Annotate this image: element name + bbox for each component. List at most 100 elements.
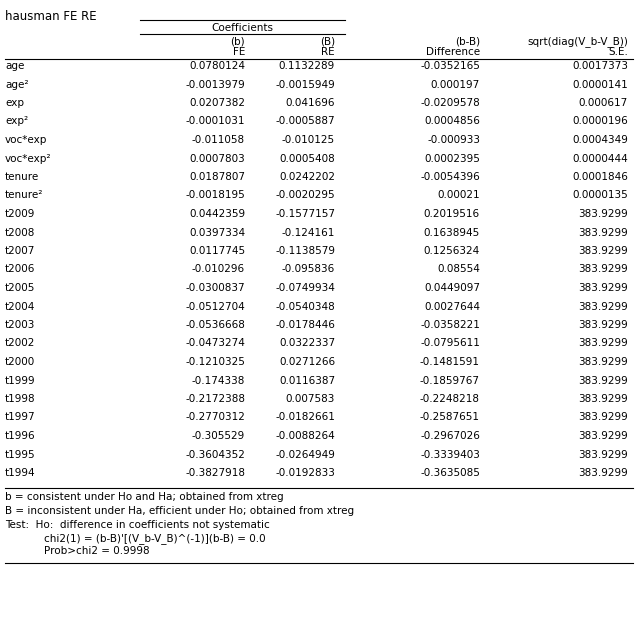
- Text: 383.9299: 383.9299: [578, 394, 628, 404]
- Text: -0.0795611: -0.0795611: [420, 338, 480, 348]
- Text: -0.174338: -0.174338: [191, 376, 245, 386]
- Text: -0.2770312: -0.2770312: [185, 412, 245, 422]
- Text: 383.9299: 383.9299: [578, 301, 628, 311]
- Text: -0.0005887: -0.0005887: [276, 117, 335, 127]
- Text: voc*exp: voc*exp: [5, 135, 47, 145]
- Text: exp: exp: [5, 98, 24, 108]
- Text: 0.0780124: 0.0780124: [189, 61, 245, 71]
- Text: -0.1859767: -0.1859767: [420, 376, 480, 386]
- Text: 0.0242202: 0.0242202: [279, 172, 335, 182]
- Text: Prob>chi2 = 0.9998: Prob>chi2 = 0.9998: [5, 547, 150, 557]
- Text: t1996: t1996: [5, 431, 36, 441]
- Text: 0.0000135: 0.0000135: [572, 190, 628, 200]
- Text: exp²: exp²: [5, 117, 28, 127]
- Text: 0.007583: 0.007583: [286, 394, 335, 404]
- Text: 0.1132289: 0.1132289: [279, 61, 335, 71]
- Text: 383.9299: 383.9299: [578, 228, 628, 238]
- Text: 383.9299: 383.9299: [578, 468, 628, 478]
- Text: b = consistent under Ho and Ha; obtained from xtreg: b = consistent under Ho and Ha; obtained…: [5, 492, 284, 502]
- Text: (B): (B): [320, 36, 335, 46]
- Text: 383.9299: 383.9299: [578, 265, 628, 275]
- Text: -0.3635085: -0.3635085: [420, 468, 480, 478]
- Text: -0.0018195: -0.0018195: [185, 190, 245, 200]
- Text: -0.1210325: -0.1210325: [185, 357, 245, 367]
- Text: 0.0000444: 0.0000444: [572, 154, 628, 163]
- Text: 383.9299: 383.9299: [578, 320, 628, 330]
- Text: tenure²: tenure²: [5, 190, 43, 200]
- Text: hausman FE RE: hausman FE RE: [5, 10, 96, 23]
- Text: 0.0000141: 0.0000141: [572, 79, 628, 89]
- Text: 0.00021: 0.00021: [438, 190, 480, 200]
- Text: RE: RE: [322, 47, 335, 57]
- Text: -0.0209578: -0.0209578: [420, 98, 480, 108]
- Text: Test:  Ho:  difference in coefficients not systematic: Test: Ho: difference in coefficients not…: [5, 520, 270, 530]
- Text: -0.2587651: -0.2587651: [420, 412, 480, 422]
- Text: -0.010125: -0.010125: [282, 135, 335, 145]
- Text: 0.2019516: 0.2019516: [424, 209, 480, 219]
- Text: FE: FE: [233, 47, 245, 57]
- Text: t1995: t1995: [5, 449, 36, 459]
- Text: 0.0005408: 0.0005408: [279, 154, 335, 163]
- Text: -0.0015949: -0.0015949: [275, 79, 335, 89]
- Text: 0.0271266: 0.0271266: [279, 357, 335, 367]
- Text: 0.1256324: 0.1256324: [424, 246, 480, 256]
- Text: 383.9299: 383.9299: [578, 209, 628, 219]
- Text: -0.1577157: -0.1577157: [275, 209, 335, 219]
- Text: 0.000617: 0.000617: [579, 98, 628, 108]
- Text: 0.041696: 0.041696: [285, 98, 335, 108]
- Text: t2007: t2007: [5, 246, 35, 256]
- Text: 0.0449097: 0.0449097: [424, 283, 480, 293]
- Text: chi2(1) = (b-B)'[(V_b-V_B)^(-1)](b-B) = 0.0: chi2(1) = (b-B)'[(V_b-V_B)^(-1)](b-B) = …: [5, 533, 265, 544]
- Text: 0.0002395: 0.0002395: [424, 154, 480, 163]
- Text: -0.0001031: -0.0001031: [186, 117, 245, 127]
- Text: 0.0001846: 0.0001846: [572, 172, 628, 182]
- Text: -0.095836: -0.095836: [282, 265, 335, 275]
- Text: 0.0322337: 0.0322337: [279, 338, 335, 348]
- Text: -0.0512704: -0.0512704: [185, 301, 245, 311]
- Text: 0.0442359: 0.0442359: [189, 209, 245, 219]
- Text: 0.08554: 0.08554: [437, 265, 480, 275]
- Text: -0.0540348: -0.0540348: [275, 301, 335, 311]
- Text: 383.9299: 383.9299: [578, 357, 628, 367]
- Text: S.E.: S.E.: [608, 47, 628, 57]
- Text: t2004: t2004: [5, 301, 35, 311]
- Text: t2008: t2008: [5, 228, 35, 238]
- Text: voc*exp²: voc*exp²: [5, 154, 52, 163]
- Text: 383.9299: 383.9299: [578, 412, 628, 422]
- Text: t2003: t2003: [5, 320, 35, 330]
- Text: -0.0352165: -0.0352165: [420, 61, 480, 71]
- Text: 0.0116387: 0.0116387: [279, 376, 335, 386]
- Text: 0.0027644: 0.0027644: [424, 301, 480, 311]
- Text: -0.1481591: -0.1481591: [420, 357, 480, 367]
- Text: 383.9299: 383.9299: [578, 338, 628, 348]
- Text: -0.2172388: -0.2172388: [185, 394, 245, 404]
- Text: age: age: [5, 61, 24, 71]
- Text: -0.3827918: -0.3827918: [185, 468, 245, 478]
- Text: -0.0300837: -0.0300837: [186, 283, 245, 293]
- Text: 0.0397334: 0.0397334: [189, 228, 245, 238]
- Text: -0.0192833: -0.0192833: [275, 468, 335, 478]
- Text: 0.0207382: 0.0207382: [189, 98, 245, 108]
- Text: -0.124161: -0.124161: [281, 228, 335, 238]
- Text: t1998: t1998: [5, 394, 36, 404]
- Text: -0.305529: -0.305529: [192, 431, 245, 441]
- Text: -0.0178446: -0.0178446: [275, 320, 335, 330]
- Text: 0.0004856: 0.0004856: [424, 117, 480, 127]
- Text: -0.0020295: -0.0020295: [276, 190, 335, 200]
- Text: t2002: t2002: [5, 338, 35, 348]
- Text: -0.0054396: -0.0054396: [420, 172, 480, 182]
- Text: -0.0473274: -0.0473274: [185, 338, 245, 348]
- Text: Coefficients: Coefficients: [212, 23, 274, 33]
- Text: -0.0088264: -0.0088264: [275, 431, 335, 441]
- Text: 0.0017373: 0.0017373: [572, 61, 628, 71]
- Text: -0.0013979: -0.0013979: [185, 79, 245, 89]
- Text: 0.0000196: 0.0000196: [572, 117, 628, 127]
- Text: -0.3339403: -0.3339403: [420, 449, 480, 459]
- Text: -0.0536668: -0.0536668: [185, 320, 245, 330]
- Text: t2005: t2005: [5, 283, 35, 293]
- Text: -0.010296: -0.010296: [192, 265, 245, 275]
- Text: (b-B): (b-B): [455, 36, 480, 46]
- Text: B = inconsistent under Ha, efficient under Ho; obtained from xtreg: B = inconsistent under Ha, efficient und…: [5, 506, 354, 516]
- Text: 383.9299: 383.9299: [578, 376, 628, 386]
- Text: 0.1638945: 0.1638945: [424, 228, 480, 238]
